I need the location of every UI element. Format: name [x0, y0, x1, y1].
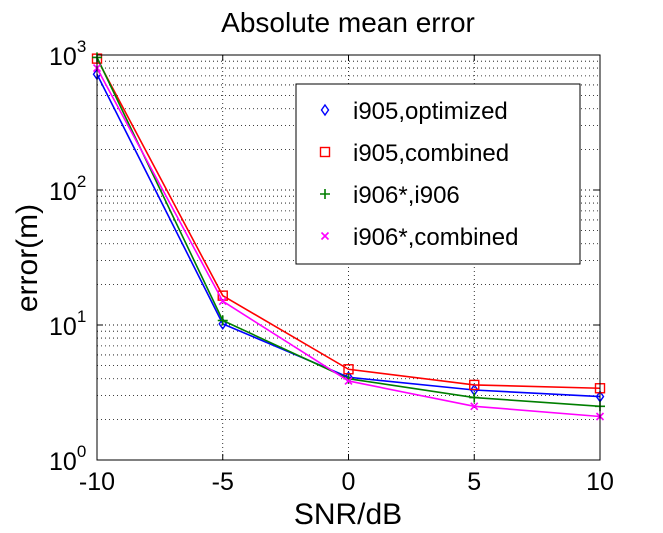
- x-tick-label: 10: [586, 468, 614, 496]
- y-tick-label: 103: [49, 37, 86, 71]
- y-tick-base: 10: [49, 43, 77, 71]
- series-line: [96, 58, 601, 390]
- legend-box: [295, 83, 581, 265]
- data-point: [344, 376, 353, 386]
- legend-label: i905,optimized: [353, 98, 508, 125]
- data-point: [469, 379, 480, 391]
- legend-marker: [320, 189, 330, 199]
- y-tick-label: 101: [49, 307, 86, 341]
- y-tick-base: 10: [49, 313, 77, 341]
- data-point: [218, 297, 227, 306]
- y-tick-label: 102: [49, 172, 86, 206]
- chart-title: Absolute mean error: [221, 7, 475, 38]
- y-tick-label: 100: [49, 442, 86, 476]
- y-tick-base: 10: [49, 178, 77, 206]
- x-tick-label: -10: [79, 468, 115, 496]
- series-layer: [91, 52, 606, 421]
- data-point: [469, 392, 480, 403]
- legend-marker: [320, 231, 330, 241]
- legend-label: i905,combined: [353, 140, 509, 167]
- y-tick-exponent: 2: [77, 172, 86, 191]
- legend-label: i906*,i906: [353, 182, 460, 209]
- x-tick-label: 0: [342, 468, 356, 496]
- y-tick-exponent: 0: [77, 442, 86, 461]
- legend-marker: [320, 103, 330, 117]
- x-tick-label: 5: [467, 468, 481, 496]
- x-axis-label: SNR/dB: [294, 498, 402, 531]
- y-tick-exponent: 1: [77, 307, 86, 326]
- legend-label: i906*,combined: [353, 224, 518, 251]
- legend-marker: [319, 146, 331, 158]
- y-axis-label: error(m): [11, 204, 44, 312]
- x-ticks: -10 -5 0 5 10: [79, 55, 614, 496]
- data-point: [470, 402, 479, 411]
- y-tick-base: 10: [49, 448, 77, 476]
- data-point: [217, 315, 228, 326]
- legend: i905,optimized i905,combined i906*,i906 i90…: [295, 83, 581, 265]
- x-tick-label: -5: [212, 468, 234, 496]
- y-tick-exponent: 3: [77, 37, 86, 56]
